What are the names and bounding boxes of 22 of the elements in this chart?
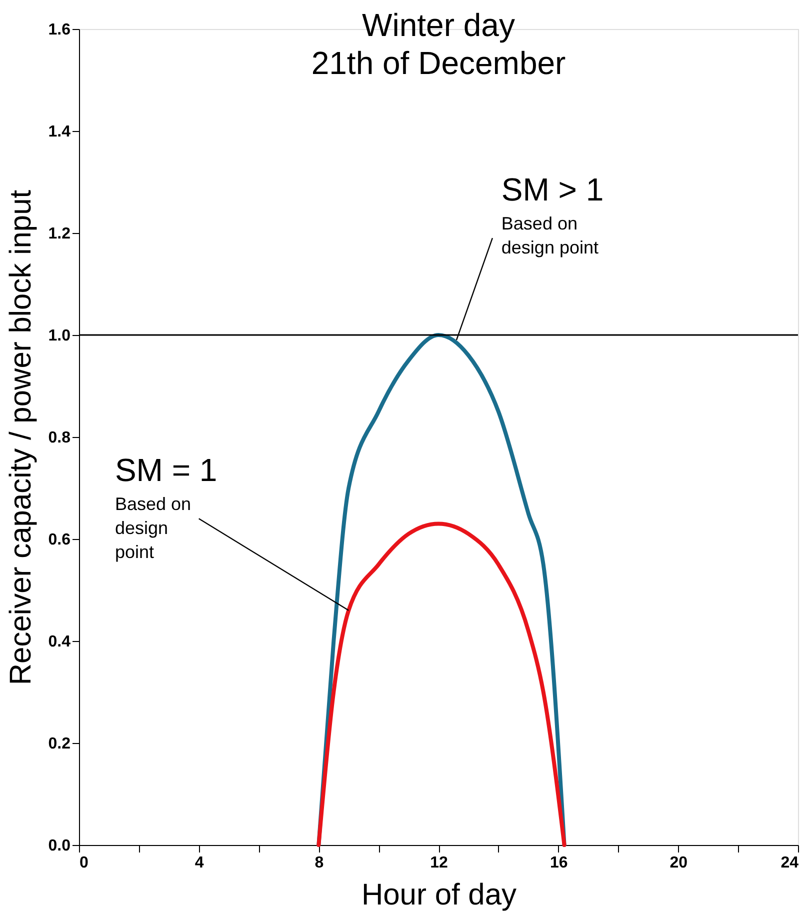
y-tick-label: 0.4 xyxy=(48,634,71,650)
x-tick-label: 24 xyxy=(780,854,799,872)
y-tick-label: 0.0 xyxy=(48,838,71,854)
x-tick-label: 12 xyxy=(430,854,448,872)
x-axis-title: Hour of day xyxy=(361,878,517,912)
chart-title: Winter day 21th of December xyxy=(311,7,566,81)
y-tick-label: 1.4 xyxy=(48,124,71,140)
x-tick-label: 4 xyxy=(194,854,204,872)
y-tick-label: 0.8 xyxy=(48,430,71,446)
y-tick-label: 1.6 xyxy=(48,22,71,38)
x-tick-label: 16 xyxy=(550,854,568,872)
y-tick-label: 0.2 xyxy=(48,736,71,752)
x-tick-label: 0 xyxy=(80,854,88,872)
y-tick-label: 1.2 xyxy=(48,226,71,242)
x-tick-label: 20 xyxy=(670,854,688,872)
y-axis-title: Receiver capacity / power block input xyxy=(4,189,38,686)
line-series xyxy=(316,522,566,847)
y-tick-label: 0.6 xyxy=(48,532,71,548)
annotation: SM > 1 Based on design point xyxy=(501,172,604,258)
annotation: SM = 1 Based on design point xyxy=(114,452,218,562)
y-tick-label: 1.0 xyxy=(48,328,71,344)
x-tick-label: 8 xyxy=(314,854,324,872)
